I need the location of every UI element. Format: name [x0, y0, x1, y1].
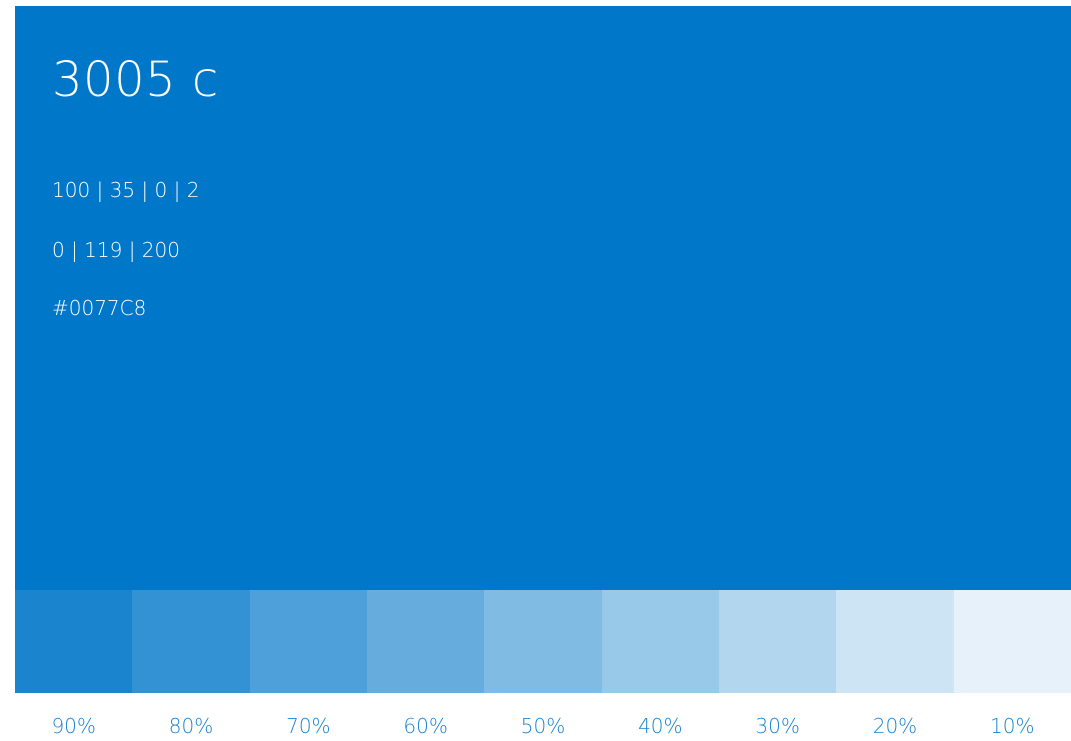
tint-label-70: 70% — [286, 714, 331, 738]
tint-strip — [15, 590, 1071, 693]
tint-label-60: 60% — [403, 714, 448, 738]
tint-swatch-80 — [132, 590, 250, 693]
cmyk-values: 100 | 35 | 0 | 2 — [52, 178, 200, 202]
rgb-values: 0 | 119 | 200 — [52, 238, 180, 262]
main-color-swatch: 3005 c 100 | 35 | 0 | 2 0 | 119 | 200 #0… — [15, 6, 1071, 590]
tint-swatch-50 — [484, 590, 602, 693]
tint-label-90: 90% — [51, 714, 96, 738]
tint-labels: 90% 80% 70% 60% 50% 40% 30% 20% 10% — [15, 712, 1071, 740]
tint-swatch-20 — [836, 590, 954, 693]
color-name: 3005 c — [52, 52, 219, 108]
tint-label-20: 20% — [872, 714, 918, 738]
tint-swatch-70 — [249, 590, 367, 693]
tint-swatch-40 — [601, 590, 719, 693]
tint-swatch-10 — [953, 590, 1071, 693]
hex-value: #0077C8 — [52, 296, 147, 320]
tint-swatch-30 — [718, 590, 837, 693]
tint-label-50: 50% — [520, 714, 566, 738]
tint-label-40: 40% — [638, 714, 683, 738]
tint-swatch-60 — [366, 590, 485, 693]
tint-label-80: 80% — [168, 714, 214, 738]
tint-swatch-90 — [15, 590, 133, 693]
tint-label-30: 30% — [755, 714, 800, 738]
tint-label-10: 10% — [990, 714, 1035, 738]
